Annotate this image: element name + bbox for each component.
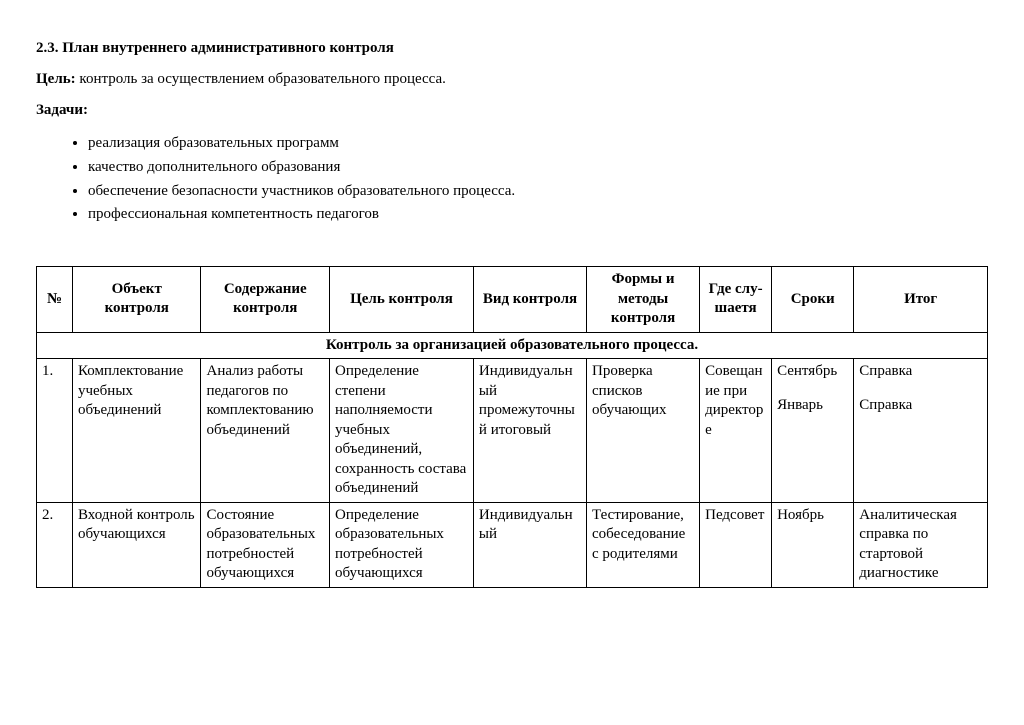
task-item: профессиональная компетентность педагого… xyxy=(88,204,988,226)
tasks-list: реализация образовательных программ каче… xyxy=(36,133,988,226)
table-section-row: Контроль за организацией образовательног… xyxy=(37,332,988,359)
goal-label: Цель: xyxy=(36,71,76,87)
col-time: Сроки xyxy=(772,267,854,333)
cell-where: Педсовет xyxy=(700,502,772,587)
cell-type: Индивидуальный xyxy=(473,502,586,587)
cell-goal: Определение образовательных потребностей… xyxy=(330,502,474,587)
col-type: Вид контроля xyxy=(473,267,586,333)
col-object: Объект контроля xyxy=(72,267,201,333)
cell-where: Совещание при директоре xyxy=(700,359,772,503)
col-forms: Формы и методы контроля xyxy=(587,267,700,333)
cell-object: Входной контроль обучающихся xyxy=(72,502,201,587)
time-line: Январь xyxy=(777,396,848,416)
cell-forms: Проверка списков обучающих xyxy=(587,359,700,503)
col-where: Где слу-шаетя xyxy=(700,267,772,333)
cell-object: Комплектование учебных объединений xyxy=(72,359,201,503)
table-row: 2. Входной контроль обучающихся Состояни… xyxy=(37,502,988,587)
col-content: Содержание контроля xyxy=(201,267,330,333)
time-line: Ноябрь xyxy=(777,506,848,526)
result-line: Справка xyxy=(859,362,982,382)
cell-time: Ноябрь xyxy=(772,502,854,587)
task-item: реализация образовательных программ xyxy=(88,133,988,155)
cell-num: 2. xyxy=(37,502,73,587)
tasks-label: Задачи: xyxy=(36,102,988,119)
task-item: качество дополнительного образования xyxy=(88,157,988,179)
cell-content: Анализ работы педагогов по комплектовани… xyxy=(201,359,330,503)
goal-text: контроль за осуществлением образовательн… xyxy=(76,71,446,87)
cell-result: Справка Справка xyxy=(854,359,988,503)
table-row: 1. Комплектование учебных объединений Ан… xyxy=(37,359,988,503)
control-plan-table: № Объект контроля Содержание контроля Це… xyxy=(36,266,988,588)
section-heading: 2.3. План внутреннего административного … xyxy=(36,40,988,57)
cell-result: Аналитическая справка по стартовой диагн… xyxy=(854,502,988,587)
cell-goal: Определение степени наполняемости учебны… xyxy=(330,359,474,503)
result-line: Справка xyxy=(859,396,982,416)
col-result: Итог xyxy=(854,267,988,333)
table-header-row: № Объект контроля Содержание контроля Це… xyxy=(37,267,988,333)
cell-time: Сентябрь Январь xyxy=(772,359,854,503)
goal-line: Цель: контроль за осуществлением образов… xyxy=(36,71,988,88)
cell-content: Состояние образовательных потребностей о… xyxy=(201,502,330,587)
col-num: № xyxy=(37,267,73,333)
cell-num: 1. xyxy=(37,359,73,503)
section-title: Контроль за организацией образовательног… xyxy=(37,332,988,359)
time-line: Сентябрь xyxy=(777,362,848,382)
result-line: Аналитическая справка по стартовой диагн… xyxy=(859,506,982,584)
task-item: обеспечение безопасности участников обра… xyxy=(88,181,988,203)
cell-forms: Тестирование, собеседование с родителями xyxy=(587,502,700,587)
cell-type: Индивидуальный промежуточный итоговый xyxy=(473,359,586,503)
col-goal: Цель контроля xyxy=(330,267,474,333)
